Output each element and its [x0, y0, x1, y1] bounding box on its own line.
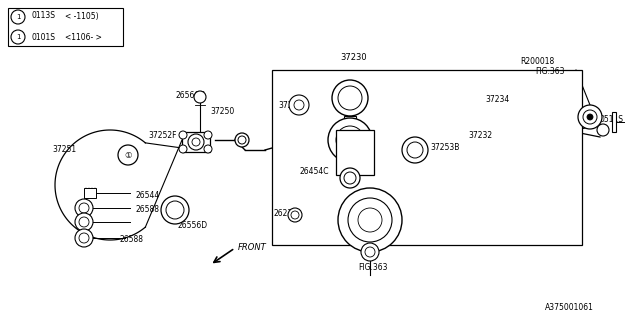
Text: 1: 1 [16, 14, 20, 20]
Circle shape [583, 110, 597, 124]
Circle shape [204, 145, 212, 153]
Bar [272, 70, 582, 245]
Bar [8, 8, 123, 46]
Circle shape [365, 247, 375, 257]
Circle shape [188, 134, 204, 150]
Text: 37252F: 37252F [148, 131, 177, 140]
Text: 37234: 37234 [485, 95, 509, 105]
Text: 0101S: 0101S [31, 33, 55, 42]
Circle shape [75, 199, 93, 217]
Circle shape [79, 233, 89, 243]
Bar [182, 132, 210, 152]
Text: 0113S: 0113S [31, 12, 55, 20]
Circle shape [166, 201, 184, 219]
Circle shape [358, 208, 382, 232]
Circle shape [587, 114, 593, 120]
Text: 26566G: 26566G [175, 91, 205, 100]
Text: 26588: 26588 [120, 236, 144, 244]
Circle shape [289, 95, 309, 115]
Circle shape [402, 137, 428, 163]
Circle shape [338, 86, 362, 110]
Circle shape [407, 142, 423, 158]
Circle shape [194, 91, 206, 103]
Circle shape [238, 136, 246, 144]
Text: 37251: 37251 [52, 146, 76, 155]
Text: FRONT: FRONT [238, 243, 267, 252]
Circle shape [79, 217, 89, 227]
Circle shape [348, 198, 392, 242]
Text: 37230: 37230 [340, 53, 367, 62]
Text: 1: 1 [16, 34, 20, 40]
Circle shape [338, 188, 402, 252]
Circle shape [597, 124, 609, 136]
Circle shape [288, 208, 302, 222]
Circle shape [192, 138, 200, 146]
Circle shape [235, 133, 249, 147]
Text: A375001061: A375001061 [545, 303, 594, 313]
Circle shape [332, 80, 368, 116]
Circle shape [179, 131, 187, 139]
Bar [84, 188, 96, 198]
Circle shape [11, 30, 25, 44]
Circle shape [294, 100, 304, 110]
Circle shape [179, 145, 187, 153]
Bar [336, 130, 374, 175]
Text: 26544: 26544 [136, 190, 160, 199]
Circle shape [161, 196, 189, 224]
Text: 37250: 37250 [210, 108, 234, 116]
Text: 37253B: 37253B [430, 143, 460, 153]
Text: FIG.363: FIG.363 [535, 68, 564, 76]
Circle shape [75, 213, 93, 231]
Circle shape [118, 145, 138, 165]
Circle shape [11, 10, 25, 24]
Text: 26588: 26588 [136, 205, 160, 214]
Circle shape [361, 243, 379, 261]
Text: 37232: 37232 [468, 131, 492, 140]
Text: 37237: 37237 [278, 100, 302, 109]
Text: ①: ① [124, 150, 132, 159]
Text: 0511S: 0511S [600, 116, 624, 124]
Bar [344, 116, 356, 124]
Text: < -1105): < -1105) [65, 12, 99, 20]
Circle shape [336, 126, 364, 154]
Circle shape [291, 211, 299, 219]
Circle shape [75, 229, 93, 247]
Bar [612, 112, 616, 132]
Text: 26238: 26238 [274, 209, 298, 218]
Text: <1106- >: <1106- > [65, 33, 102, 42]
Text: FIG.363: FIG.363 [358, 263, 387, 273]
Circle shape [578, 105, 602, 129]
Text: 26556D: 26556D [178, 220, 208, 229]
Text: R200018: R200018 [520, 58, 554, 67]
Circle shape [79, 203, 89, 213]
Circle shape [204, 131, 212, 139]
Text: 26454C: 26454C [300, 167, 330, 177]
Circle shape [344, 172, 356, 184]
Circle shape [340, 168, 360, 188]
Circle shape [328, 118, 372, 162]
